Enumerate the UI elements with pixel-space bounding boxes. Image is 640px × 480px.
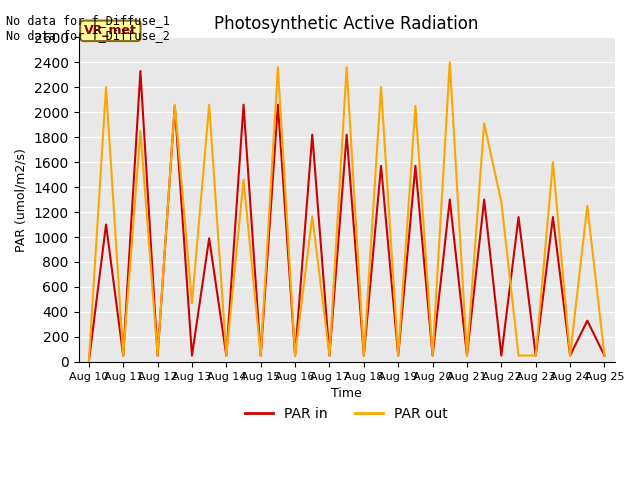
Text: VR_met: VR_met: [84, 24, 137, 37]
Y-axis label: PAR (umol/m2/s): PAR (umol/m2/s): [15, 148, 28, 252]
Legend: PAR in, PAR out: PAR in, PAR out: [239, 401, 454, 426]
Title: Photosynthetic Active Radiation: Photosynthetic Active Radiation: [214, 15, 479, 33]
Text: No data for f_Diffuse_1
No data for f_Diffuse_2: No data for f_Diffuse_1 No data for f_Di…: [6, 14, 170, 42]
X-axis label: Time: Time: [332, 387, 362, 400]
